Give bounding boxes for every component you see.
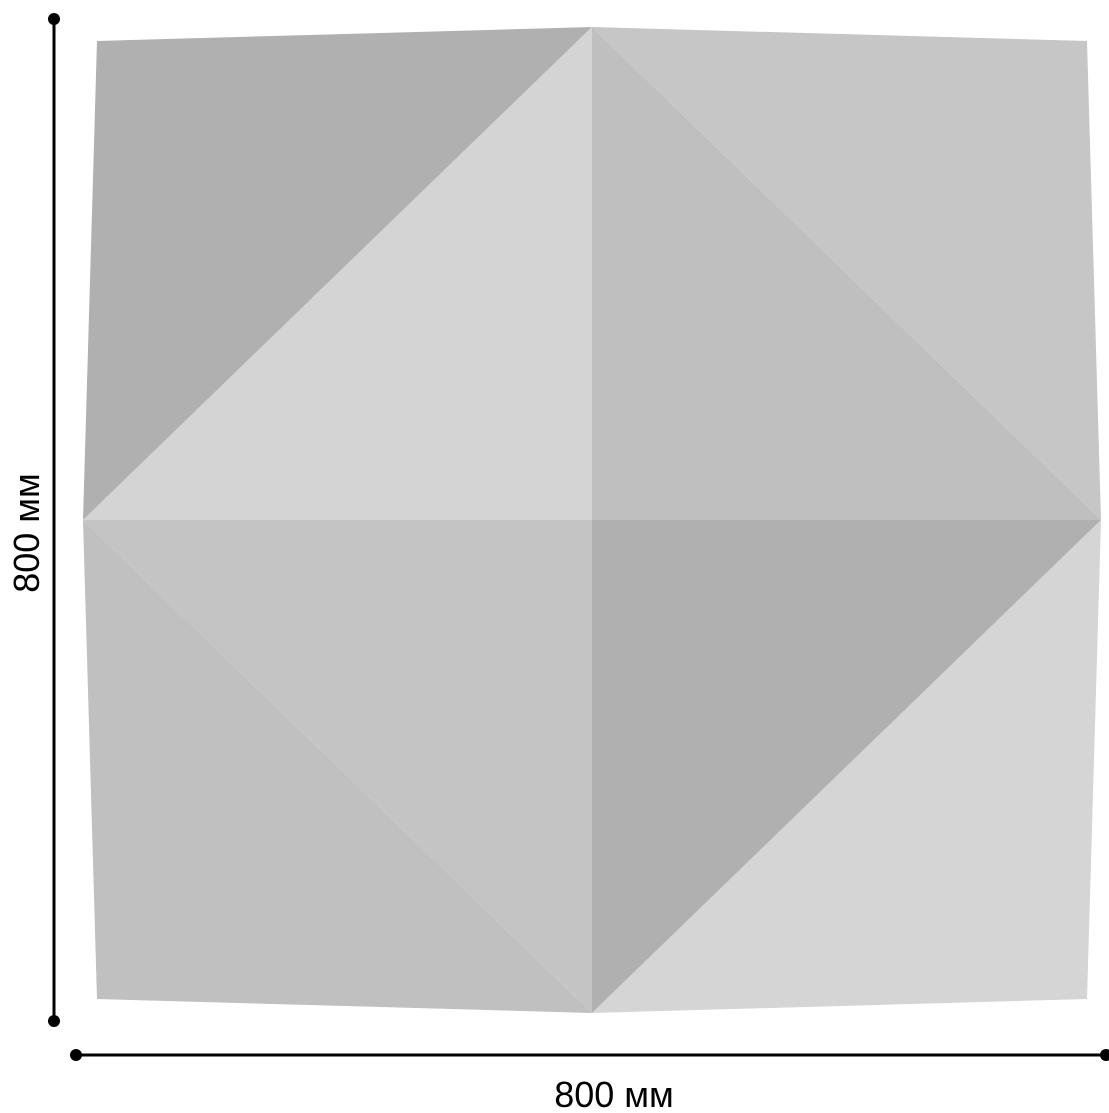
width-dimension-left-dot [70,1049,82,1061]
height-dimension: 800 мм [6,13,60,1027]
width-dimension-right-dot [1100,1049,1109,1061]
facet-bottom-right-outer [592,520,1101,1013]
height-label: 800 мм [6,473,47,593]
width-label: 800 мм [554,1074,674,1113]
height-dimension-top-dot [48,13,60,25]
panel [83,27,1101,1013]
height-dimension-bottom-dot [48,1015,60,1027]
facet-top-right-outer [592,27,1101,520]
facet-top-left-inner [83,27,592,520]
width-dimension: 800 мм [70,1049,1109,1113]
facet-bottom-left-outer [83,520,592,1013]
